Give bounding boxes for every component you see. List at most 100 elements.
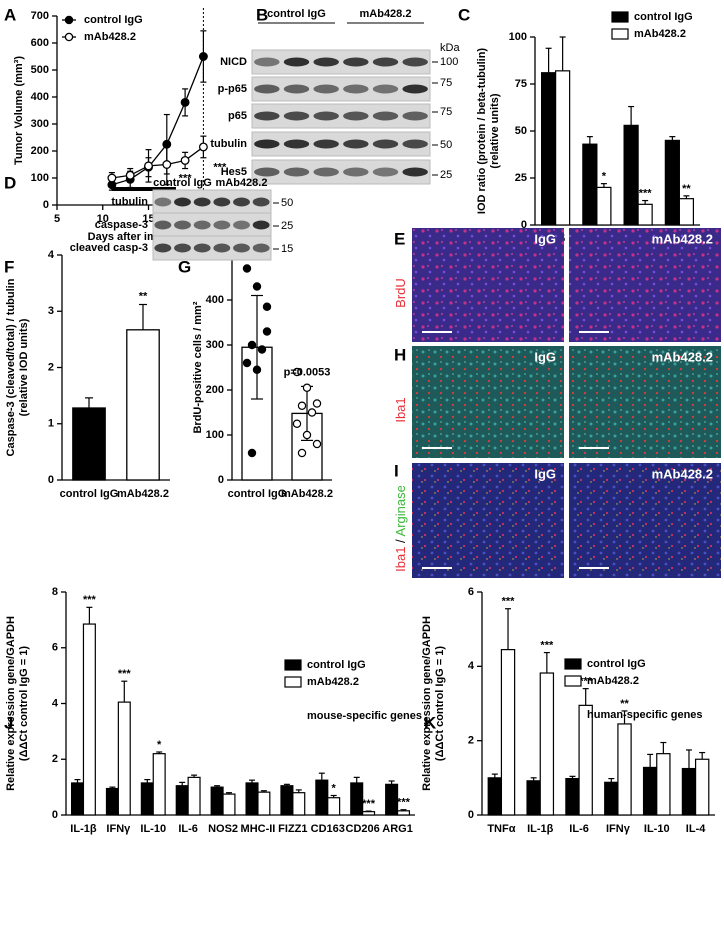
x-tick-label: 10 bbox=[97, 213, 109, 225]
data-point bbox=[180, 97, 190, 107]
error-bar bbox=[121, 680, 128, 703]
blot-strip bbox=[251, 103, 431, 129]
image-label: mAb428.2 bbox=[652, 231, 713, 246]
blot-band bbox=[193, 220, 211, 230]
y-tick-label: 50 bbox=[515, 125, 527, 137]
error-bar bbox=[251, 294, 263, 400]
bar bbox=[187, 776, 201, 816]
stain-part: / bbox=[393, 536, 408, 546]
chart-subtitle: mouse-specific genes bbox=[307, 710, 422, 722]
blot-band bbox=[313, 111, 339, 121]
significance-label: * bbox=[157, 739, 162, 751]
panel-label: H bbox=[394, 345, 406, 364]
x-tick-label: 15 bbox=[142, 213, 154, 225]
error-bar bbox=[86, 606, 93, 625]
bar bbox=[681, 767, 697, 816]
error-bar bbox=[545, 47, 552, 73]
stain-label: Iba1 bbox=[393, 397, 408, 422]
error-bar bbox=[353, 776, 360, 783]
data-point bbox=[247, 448, 257, 458]
panel-label: A bbox=[4, 5, 16, 24]
panel-label: I bbox=[394, 461, 399, 480]
blot-band bbox=[343, 139, 369, 149]
x-tick-label: control IgG bbox=[228, 488, 287, 500]
blot-band bbox=[233, 243, 250, 253]
y-axis-label: IOD ratio (protein / beta-tubulin) bbox=[476, 48, 488, 215]
significance-label: *** bbox=[540, 639, 554, 651]
error-bar bbox=[699, 751, 706, 760]
significance-label: * bbox=[332, 782, 337, 794]
stain-label: BrdU bbox=[393, 278, 408, 308]
bar bbox=[500, 649, 516, 816]
legend-swatch bbox=[284, 676, 302, 688]
blot-band bbox=[313, 84, 339, 94]
data-point bbox=[307, 408, 317, 417]
y-axis-label: (ΔΔCt control IgG = 1) bbox=[18, 646, 30, 761]
bar bbox=[350, 782, 364, 816]
bar bbox=[578, 704, 593, 816]
y-tick-label: 6 bbox=[52, 642, 58, 654]
blot-band bbox=[402, 111, 428, 121]
data-point bbox=[107, 173, 117, 183]
y-tick-label: 300 bbox=[206, 339, 224, 351]
blot-band bbox=[372, 111, 399, 121]
annotation: p=0.0053 bbox=[284, 366, 331, 378]
blot-row-label: p-p65 bbox=[218, 83, 247, 95]
y-axis-label: Caspase-3 (cleaved/total) / tubulin bbox=[5, 278, 17, 456]
bar bbox=[396, 810, 411, 816]
bar bbox=[604, 781, 619, 816]
bar bbox=[582, 143, 598, 226]
y-tick-label: 400 bbox=[206, 294, 224, 306]
marker-label: 50 bbox=[440, 139, 452, 151]
blot-group-label: control IgG bbox=[153, 177, 212, 189]
y-axis-label: BrdU-positive cells / mm² bbox=[192, 301, 204, 433]
data-point bbox=[297, 401, 307, 410]
stain-part: Arginase bbox=[393, 485, 408, 536]
blot-row-label: Hes5 bbox=[221, 166, 247, 178]
error-bar bbox=[642, 199, 649, 205]
bar bbox=[642, 766, 658, 816]
blot-band bbox=[213, 220, 231, 230]
blot-row-label: cleaved casp-3 bbox=[70, 242, 148, 254]
y-tick-label: 400 bbox=[31, 91, 49, 103]
micrograph bbox=[569, 463, 721, 578]
error-bar bbox=[608, 777, 615, 783]
stain-part: BrdU bbox=[393, 278, 408, 308]
micrograph bbox=[412, 346, 564, 458]
bar bbox=[526, 780, 541, 816]
blot-group-label: control IgG bbox=[267, 8, 326, 20]
blot-band bbox=[174, 243, 191, 253]
stain-part: Iba1 bbox=[393, 397, 408, 422]
legend-label: control IgG bbox=[587, 658, 646, 670]
data-point bbox=[262, 327, 272, 336]
blot-band bbox=[193, 243, 211, 253]
legend-label: control IgG bbox=[634, 11, 693, 23]
data-point bbox=[198, 142, 208, 152]
bar bbox=[656, 753, 671, 816]
bar bbox=[292, 792, 306, 816]
y-tick-label: 0 bbox=[521, 219, 527, 231]
data-point bbox=[180, 155, 190, 165]
panel-label: G bbox=[178, 257, 191, 276]
blot-band bbox=[233, 197, 250, 207]
data-point bbox=[144, 161, 153, 171]
y-tick-label: 25 bbox=[515, 172, 527, 184]
image-label: IgG bbox=[534, 231, 556, 246]
data-point bbox=[162, 160, 172, 169]
y-tick-label: 1 bbox=[48, 418, 54, 430]
significance-label: *** bbox=[639, 187, 653, 199]
marker-label: 100 bbox=[440, 56, 458, 68]
micrograph bbox=[412, 463, 564, 578]
legend-label: mAb428.2 bbox=[84, 31, 136, 43]
blot-row-label: NICD bbox=[220, 56, 247, 68]
error-bar bbox=[600, 183, 607, 188]
y-axis-label: (ΔΔCt control IgG = 1) bbox=[434, 646, 446, 761]
bar bbox=[140, 782, 154, 816]
blot-band bbox=[213, 243, 231, 253]
y-tick-label: 0 bbox=[468, 809, 474, 821]
panel-label: K bbox=[424, 713, 437, 732]
data-point bbox=[297, 448, 307, 458]
bar bbox=[210, 786, 224, 816]
y-tick-label: 0 bbox=[52, 809, 58, 821]
blot-band bbox=[343, 111, 369, 121]
